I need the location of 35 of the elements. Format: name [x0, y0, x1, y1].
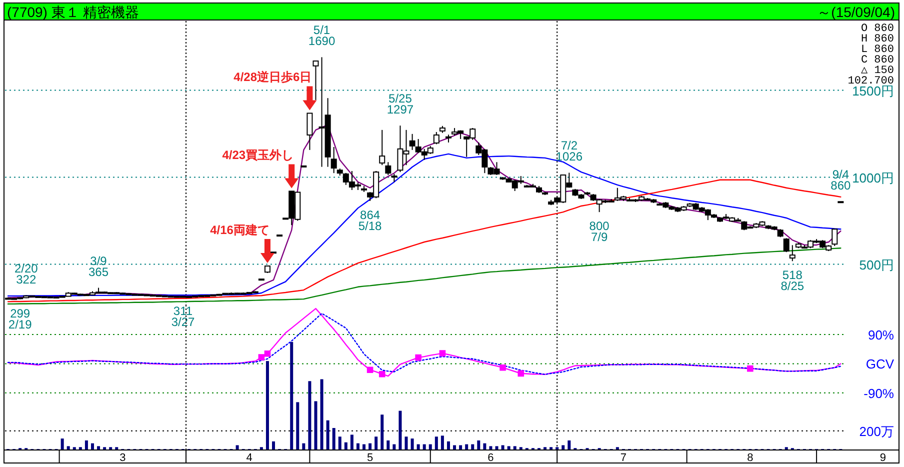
annotation: 311 3/27 — [171, 304, 195, 330]
chart-title: (7709) 東１ 精密機器 — [7, 4, 140, 20]
y-tick-label: GCV — [866, 356, 894, 372]
annotation: 518 8/25 — [780, 268, 804, 294]
y-tick-label: 90% — [868, 328, 894, 343]
y-tick-label: -90% — [864, 386, 894, 401]
annotation: 7/2 1026 — [556, 138, 583, 164]
annotation: 2/20 322 — [14, 261, 38, 286]
y-tick-label: 1000円 — [852, 170, 894, 186]
annotation: 9/4 860 — [830, 168, 852, 193]
chart-subtitle: ～(15/09/04) — [817, 4, 895, 20]
annotation: H 860 — [860, 34, 894, 46]
x-tick-label: 6 — [488, 452, 494, 464]
x-tick-label: 8 — [747, 452, 754, 464]
annotation: 5/25 1297 — [386, 92, 414, 117]
x-tick-label: 7 — [620, 452, 627, 464]
annotation: 4/23買玉外し — [222, 148, 294, 162]
annotation: 800 7/9 — [589, 219, 610, 244]
annotation: O 860 — [860, 23, 894, 35]
x-tick-label: 5 — [366, 452, 374, 464]
x-tick-label: 4 — [246, 452, 252, 464]
x-tick-label: 9 — [880, 452, 886, 464]
annotation: 299 2/19 — [8, 306, 32, 332]
annotation: 864 5/18 — [358, 208, 382, 233]
annotation: △ 150 — [860, 65, 894, 77]
annotation: L 860 — [860, 44, 894, 56]
annotation: C 860 — [860, 54, 894, 66]
x-tick-label: 3 — [120, 452, 126, 464]
y2-tick-label: 200万 — [859, 424, 894, 439]
annotation: 4/28逆日歩6日 — [234, 70, 312, 84]
y-tick-label: 1500円 — [852, 83, 894, 98]
annotation: 5/1 1690 — [308, 23, 336, 48]
y-tick-label: 500円 — [859, 257, 894, 272]
annotation: 4/16両建て — [210, 223, 270, 238]
annotation: 3/9 365 — [88, 254, 109, 279]
